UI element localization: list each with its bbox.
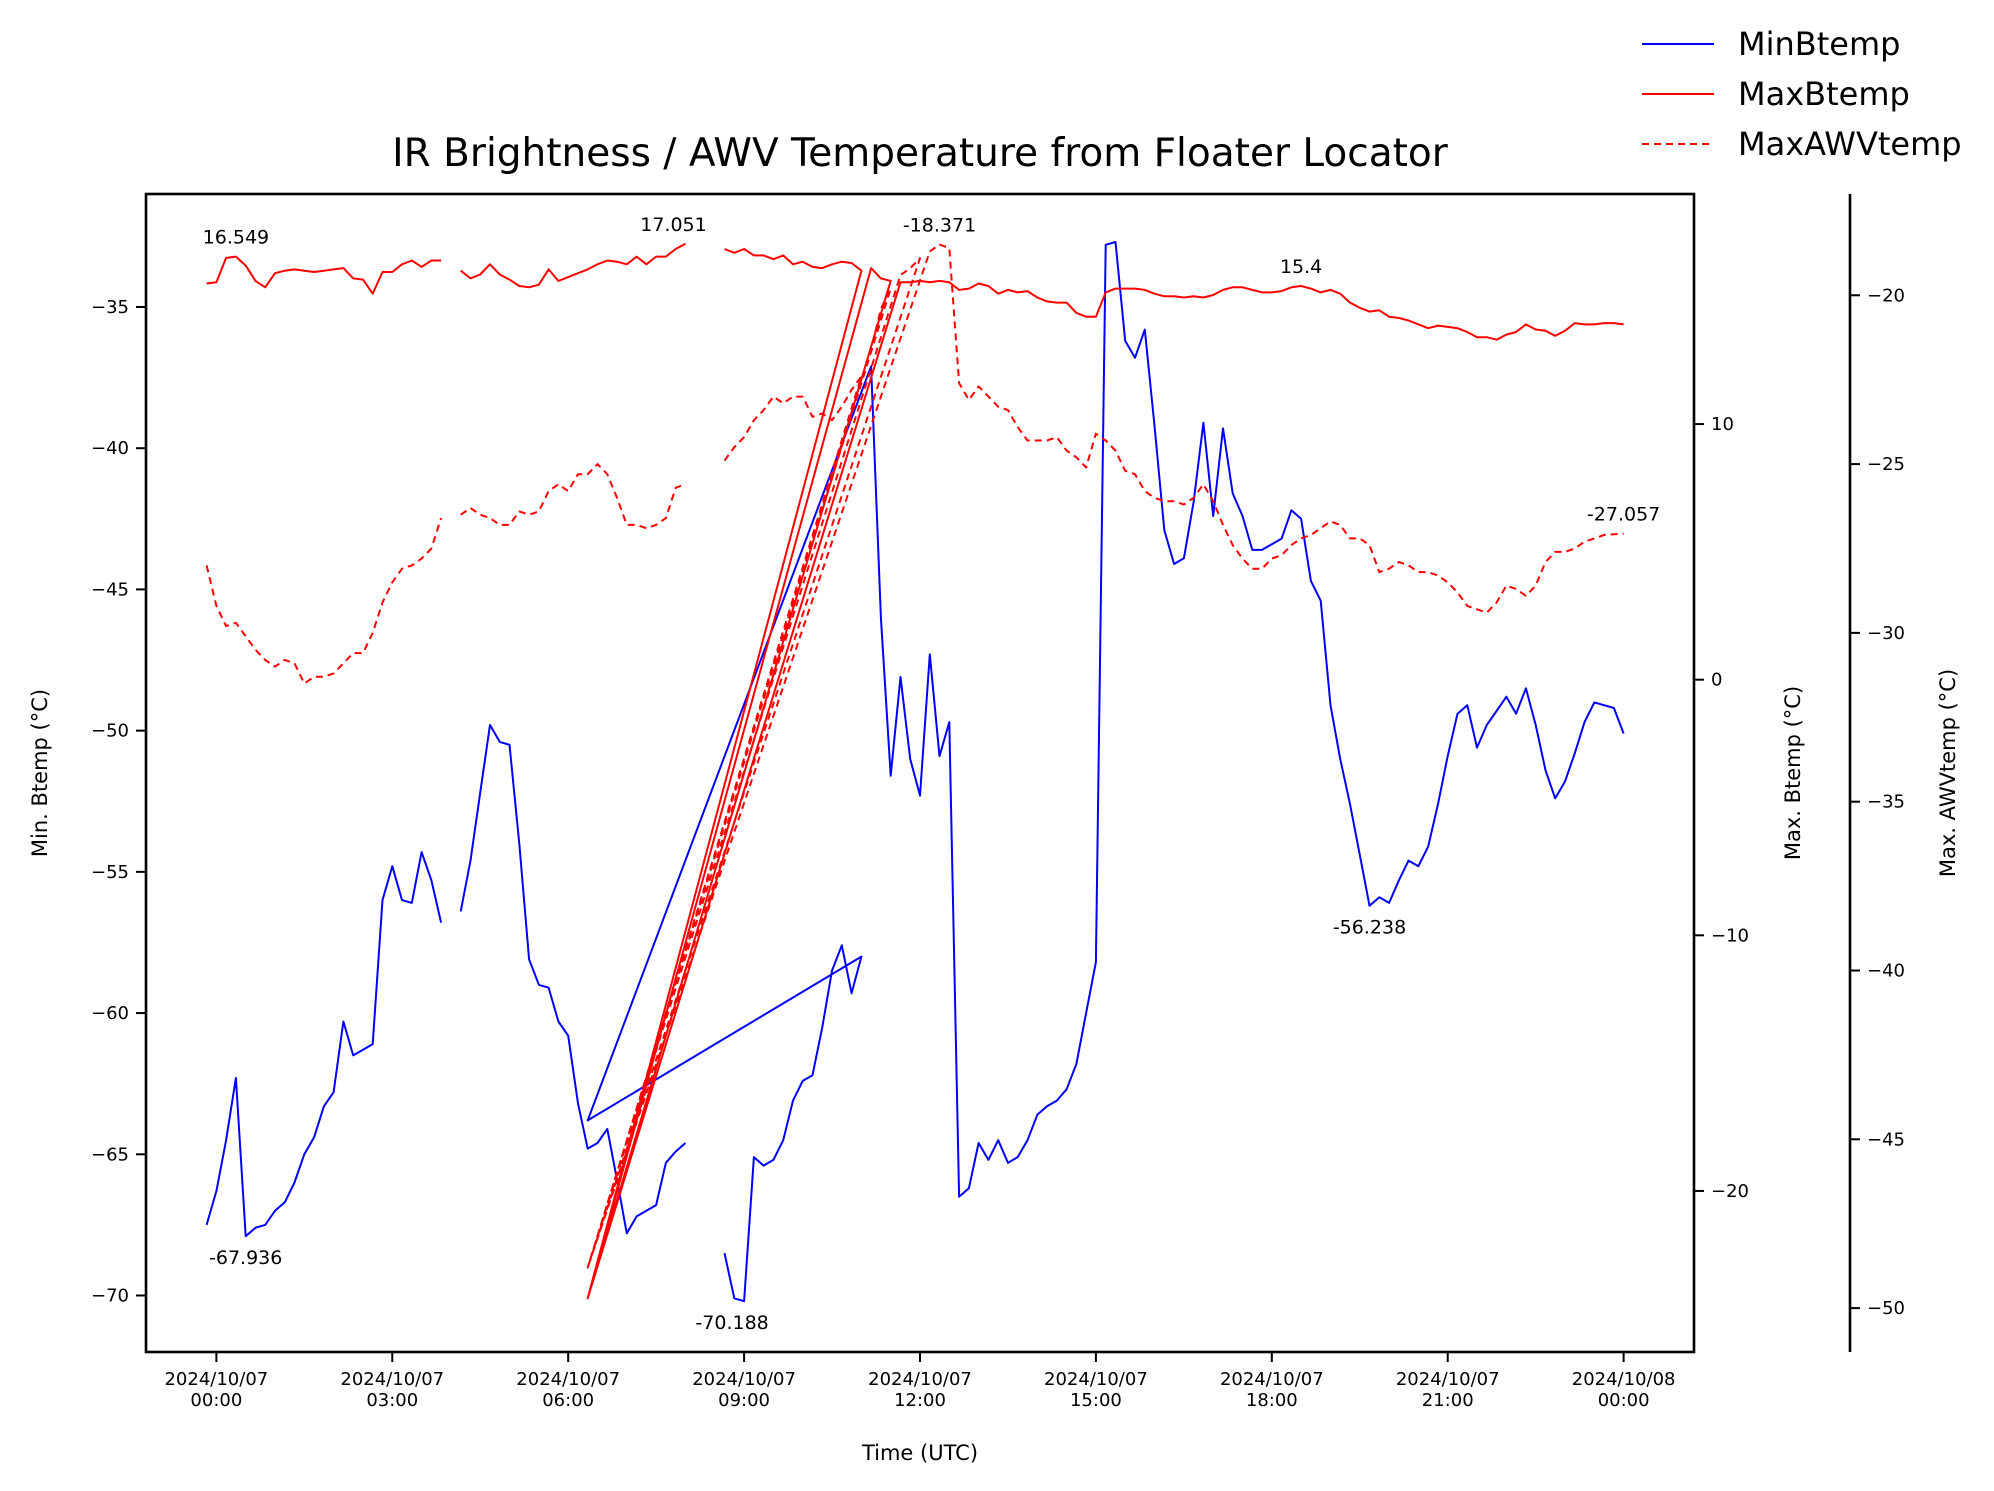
y-axis-left: −70 −65 −60 −55 −50 −45 −40 −35 — [91, 297, 146, 1307]
x-axis-title: Time (UTC) — [861, 1441, 978, 1465]
annotation-label: -56.238 — [1333, 917, 1406, 939]
x-axis: 2024/10/0700:002024/10/0703:002024/10/07… — [164, 1352, 1676, 1411]
y-left-tick-label: −35 — [91, 297, 129, 318]
y-left-tick-label: −60 — [91, 1003, 129, 1024]
plot-series — [205, 241, 1625, 1303]
x-tick-label: 18:00 — [1246, 1390, 1298, 1411]
x-tick-label: 2024/10/07 — [516, 1369, 620, 1390]
legend-label-minbtemp: MinBtemp — [1738, 25, 1900, 63]
y-right1-tick-label: 10 — [1711, 414, 1734, 435]
y-right2-tick-label: −35 — [1867, 792, 1905, 813]
x-tick-label: 2024/10/07 — [1044, 1369, 1148, 1390]
y-right1-tick-label: 0 — [1711, 670, 1722, 691]
legend: MinBtemp MaxBtemp MaxAWVtemp — [1642, 25, 1962, 163]
x-tick-label: 00:00 — [190, 1390, 242, 1411]
y-axis-right1: −20 −10 0 10 — [1694, 414, 1749, 1202]
y-left-tick-label: −40 — [91, 438, 129, 459]
plot-frame — [144, 192, 1696, 1354]
series-line-maxbtemp — [206, 242, 1624, 1300]
x-tick-label: 2024/10/08 — [1572, 1369, 1676, 1390]
series-line-maxawvtemp — [205, 243, 1624, 1269]
annotation-label: -70.188 — [695, 1312, 768, 1334]
y-axis-right2-title: Max. AWVtemp (°C) — [1936, 669, 1960, 877]
x-tick-label: 12:00 — [894, 1390, 946, 1411]
x-tick-label: 00:00 — [1598, 1390, 1650, 1411]
y-left-tick-label: −45 — [91, 579, 129, 600]
series-line-minbtemp — [205, 241, 1625, 1303]
x-tick-label: 2024/10/07 — [340, 1369, 444, 1390]
x-tick-label: 09:00 — [718, 1390, 770, 1411]
x-tick-label: 15:00 — [1070, 1390, 1122, 1411]
x-tick-label: 2024/10/07 — [164, 1369, 268, 1390]
x-tick-label: 21:00 — [1422, 1390, 1474, 1411]
y-right1-tick-label: −20 — [1711, 1181, 1749, 1202]
x-tick-label: 2024/10/07 — [868, 1369, 972, 1390]
x-tick-label: 2024/10/07 — [1220, 1369, 1324, 1390]
y-right1-tick-label: −10 — [1711, 925, 1749, 946]
y-right2-tick-label: −45 — [1867, 1129, 1905, 1150]
y-right2-tick-label: −30 — [1867, 623, 1905, 644]
x-tick-label: 2024/10/07 — [1396, 1369, 1500, 1390]
x-tick-label: 06:00 — [542, 1390, 594, 1411]
annotation-label: -18.371 — [903, 215, 976, 237]
y-left-tick-label: −55 — [91, 862, 129, 883]
annotation-label: 15.4 — [1280, 256, 1322, 278]
y-left-tick-label: −70 — [91, 1286, 129, 1307]
chart-title: IR Brightness / AWV Temperature from Flo… — [392, 131, 1449, 176]
y-right2-tick-label: −40 — [1867, 961, 1905, 982]
x-tick-label: 03:00 — [366, 1390, 418, 1411]
annotation-label: 16.549 — [203, 227, 269, 249]
y-left-tick-label: −50 — [91, 721, 129, 742]
x-tick-label: 2024/10/07 — [692, 1369, 796, 1390]
y-right2-tick-label: −50 — [1867, 1298, 1905, 1319]
annotations: 16.549 17.051 -18.371 15.4 -27.057 -67.936 -70… — [203, 214, 1661, 1334]
annotation-label: -27.057 — [1587, 504, 1660, 526]
legend-label-maxawvtemp: MaxAWVtemp — [1738, 125, 1962, 163]
y-axis-right2: −50 −45 −40 −35 −30 −25 −20 — [1848, 194, 1905, 1352]
y-right2-tick-label: −20 — [1867, 285, 1905, 306]
y-axis-right1-title: Max. Btemp (°C) — [1781, 686, 1805, 860]
annotation-label: -67.936 — [209, 1247, 282, 1269]
y-axis-left-title: Min. Btemp (°C) — [28, 689, 52, 857]
y-right2-tick-label: −25 — [1867, 454, 1905, 475]
annotation-label: 17.051 — [640, 214, 706, 236]
legend-label-maxbtemp: MaxBtemp — [1738, 75, 1910, 113]
y-left-tick-label: −65 — [91, 1144, 129, 1165]
